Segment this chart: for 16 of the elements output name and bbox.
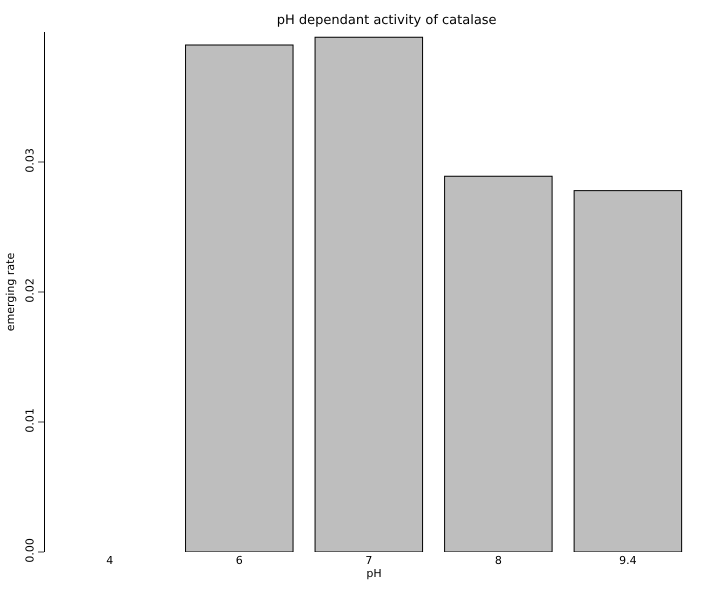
- bar: [314, 36, 424, 552]
- y-tick-label: 0.00: [24, 538, 37, 563]
- y-tick-label: 0.01: [24, 408, 37, 433]
- x-tick-label: 8: [494, 554, 502, 567]
- x-axis-title: pH: [366, 567, 382, 580]
- x-tick-label: 9.4: [619, 554, 637, 567]
- y-axis-title: emerging rate: [4, 252, 18, 332]
- bar: [574, 190, 682, 552]
- x-tick-label: 4: [106, 554, 114, 567]
- bar: [185, 44, 294, 552]
- x-tick-label: 7: [365, 554, 372, 567]
- chart-title: pH dependant activity of catalase: [276, 12, 497, 28]
- y-tick-label: 0.03: [24, 148, 37, 173]
- y-tick-label: 0.02: [24, 278, 37, 303]
- x-tick-label: 6: [236, 554, 243, 567]
- bar: [444, 176, 553, 552]
